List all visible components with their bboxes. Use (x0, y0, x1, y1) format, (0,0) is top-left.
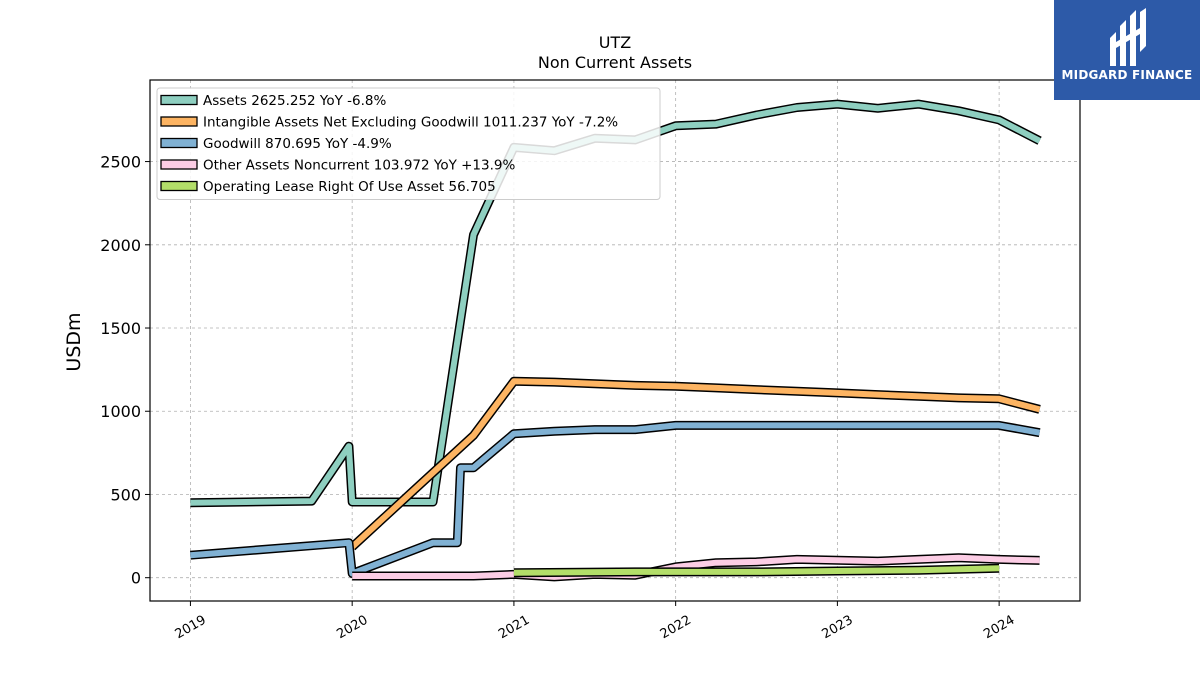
x-tick-label: 2019 (173, 613, 209, 643)
x-tick-label: 2020 (334, 613, 370, 643)
legend-swatch (160, 159, 198, 170)
brand-logo-text: MIDGARD FINANCE (1061, 68, 1193, 82)
legend-entry-label: Operating Lease Right Of Use Asset 56.70… (203, 179, 496, 195)
legend-entry-label: Other Assets Noncurrent 103.972 YoY +13.… (203, 158, 515, 174)
plot-area-frame (149, 79, 1081, 602)
legend: Assets 2625.252 YoY -6.8% Intangible Asse… (156, 87, 661, 200)
x-tick-label: 2024 (981, 613, 1017, 643)
x-axis: 2019 2020 2021 2022 2023 2024 (173, 601, 1017, 643)
legend-entry-label: Intangible Assets Net Excluding Goodwill… (203, 115, 618, 131)
x-tick-label: 2021 (496, 613, 532, 643)
legend-box (156, 87, 661, 200)
y-tick-label: 2500 (100, 153, 141, 172)
y-axis-label: USDm (63, 312, 85, 371)
y-tick-label: 2000 (100, 236, 141, 255)
x-tick-label: 2023 (820, 613, 856, 643)
brand-logo: MIDGARD FINANCE (1054, 0, 1200, 100)
chart-subtitle: Non Current Assets (538, 53, 692, 72)
y-tick-label: 1000 (100, 402, 141, 421)
chart-title: UTZ (599, 33, 631, 52)
legend-entry-label: Assets 2625.252 YoY -6.8% (203, 93, 387, 109)
legend-swatch (160, 180, 198, 192)
y-tick-label: 500 (110, 485, 141, 504)
series-line (190, 422, 1041, 577)
y-axis: 0 500 1000 1500 2000 2500 (100, 153, 150, 588)
y-tick-label: 0 (131, 569, 141, 588)
legend-swatch (160, 137, 198, 149)
series-layer (190, 99, 1042, 582)
legend-swatch (160, 94, 198, 106)
midgard-logo-icon (1110, 8, 1146, 66)
series-line (350, 378, 1041, 550)
series-line (513, 565, 1000, 576)
legend-swatch (160, 116, 198, 127)
y-tick-label: 1500 (100, 319, 141, 338)
x-tick-label: 2022 (658, 613, 694, 643)
legend-entry-label: Goodwill 870.695 YoY -4.9% (203, 136, 392, 152)
